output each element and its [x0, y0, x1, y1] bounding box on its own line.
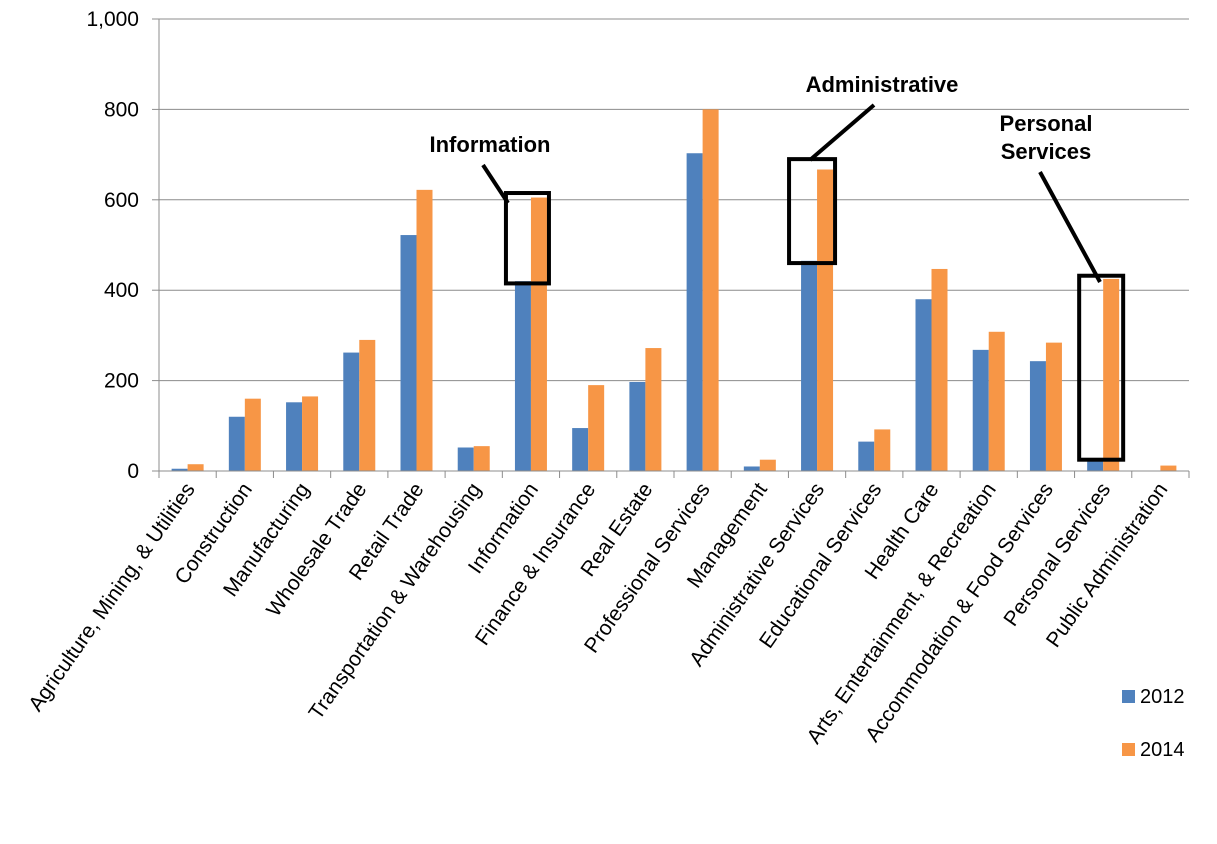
x-category-label: Personal Services — [999, 479, 1115, 631]
axes — [152, 18, 1190, 478]
y-tick-label: 400 — [104, 279, 139, 302]
bar-2012-manufacturing — [286, 402, 303, 471]
bar-2012-accommodation-food-services — [1029, 361, 1046, 471]
bar-2012-professional-services — [686, 153, 703, 471]
bar-2014-professional-services — [702, 109, 719, 472]
legend-swatch-2014 — [1122, 743, 1135, 756]
y-tick-label: 600 — [104, 189, 139, 212]
bar-2014-personal-services — [1103, 278, 1120, 471]
bar-2014-educational-services — [874, 429, 891, 471]
bars — [171, 109, 1177, 472]
bar-2012-wholesale-trade — [343, 352, 360, 471]
x-category-label: Wholesale Trade — [262, 479, 371, 621]
bar-2012-information — [514, 281, 531, 471]
bar-2012-agriculture-mining-utilities — [171, 468, 188, 471]
bar-2012-construction — [228, 416, 245, 471]
bar-2014-construction — [244, 398, 261, 471]
bar-2014-transportation-warehousing — [473, 446, 490, 471]
callout-line-information — [481, 163, 510, 205]
bar-2014-accommodation-food-services — [1045, 342, 1062, 471]
gridlines — [159, 18, 1189, 382]
x-axis-category-labels: Agriculture, Mining, & UtilitiesConstruc… — [24, 479, 1172, 749]
callout-line-administrative-services — [808, 103, 876, 162]
bar-2014-manufacturing — [302, 396, 319, 471]
bar-2012-finance-insurance — [572, 428, 589, 471]
bar-2012-administrative-services — [801, 260, 818, 471]
bar-2014-information — [530, 197, 547, 472]
bar-2014-public-administration — [1160, 465, 1177, 471]
y-axis-tick-labels: 0 200 400 600 800 1,000 — [86, 8, 139, 483]
bar-2012-retail-trade — [400, 235, 417, 471]
bar-2012-management — [743, 466, 760, 471]
bar-2014-wholesale-trade — [359, 339, 376, 471]
y-tick-label: 800 — [104, 98, 139, 121]
bar-2014-administrative-services — [817, 169, 834, 472]
annotation-label-personal-services: Personal Services — [1000, 111, 1093, 164]
bar-2014-retail-trade — [416, 189, 433, 471]
y-tick-label: 1,000 — [86, 8, 139, 31]
legend-swatch-2012 — [1122, 690, 1135, 703]
bar-2014-real-estate — [645, 348, 662, 471]
callout-line-personal-services — [1038, 171, 1102, 283]
callout-box-personal-services — [1077, 273, 1126, 462]
callout-box-information — [503, 191, 551, 286]
bar-2012-transportation-warehousing — [457, 447, 474, 471]
bar-2012-real-estate — [629, 381, 646, 471]
y-tick-label: 0 — [127, 460, 139, 483]
bar-2012-arts-entertainment-recreation — [972, 349, 989, 471]
bar-2012-personal-services — [1087, 459, 1104, 471]
bar-2012-health-care — [915, 299, 932, 471]
legend: 2012 2014 — [1122, 686, 1185, 761]
bar-2012-educational-services — [858, 441, 875, 471]
y-tick-label: 200 — [104, 370, 139, 393]
annotation-label-administrative-services: Administrative — [806, 72, 959, 97]
bar-2014-management — [759, 459, 776, 471]
annotations: Information Administrative Personal Service… — [430, 72, 1126, 462]
bar-2014-finance-insurance — [588, 385, 605, 471]
bar-2014-arts-entertainment-recreation — [988, 331, 1005, 471]
bar-2014-agriculture-mining-utilities — [187, 464, 204, 471]
legend-label-2014: 2014 — [1140, 739, 1185, 761]
x-category-label: Agriculture, Mining, & Utilities — [24, 479, 199, 716]
legend-label-2012: 2012 — [1140, 686, 1185, 708]
annotation-label-information: Information — [430, 132, 551, 157]
bar-2014-health-care — [931, 268, 948, 471]
